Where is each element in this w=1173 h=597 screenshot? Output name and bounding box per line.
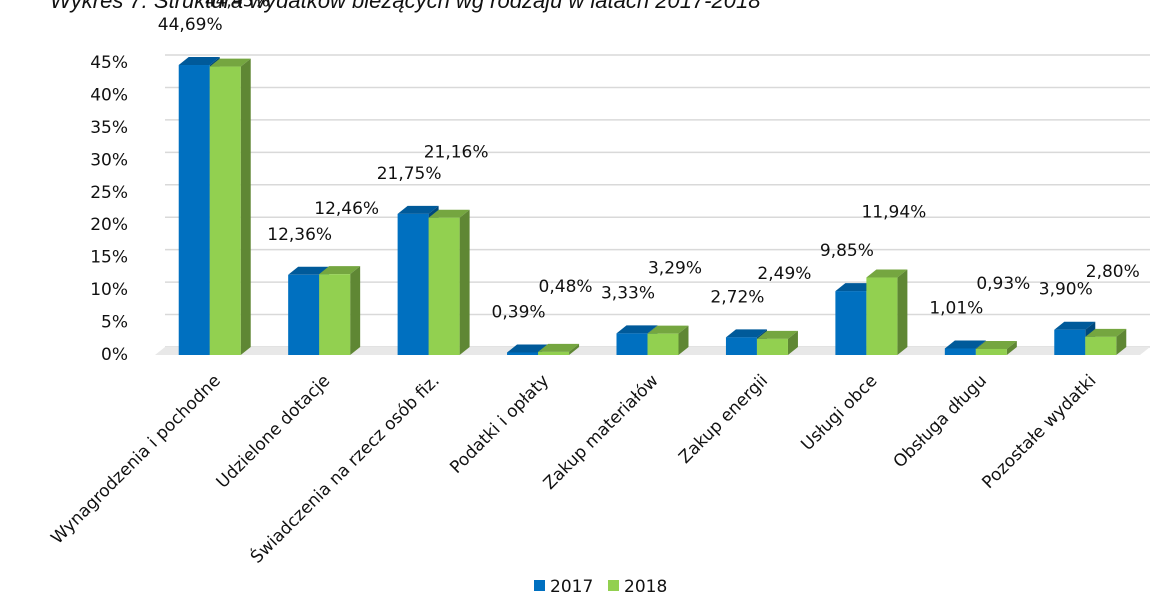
y-tick-label: 25% bbox=[90, 183, 128, 203]
value-label: 0,39% bbox=[492, 302, 546, 322]
bar-top bbox=[866, 269, 908, 278]
bar-top bbox=[647, 325, 689, 334]
bar bbox=[428, 209, 470, 355]
chart-title: Wykres 7. Struktura wydatków bieżących w… bbox=[50, 0, 761, 13]
bar bbox=[209, 58, 251, 356]
y-tick-label: 20% bbox=[90, 215, 128, 235]
value-label: 9,85% bbox=[820, 241, 874, 261]
legend-label: 2017 bbox=[550, 577, 593, 597]
bar-front bbox=[835, 291, 867, 355]
bar-side bbox=[1006, 340, 1017, 355]
x-tick-label: Wynagrodzenia i pochodne bbox=[47, 371, 224, 548]
y-tick-label: 5% bbox=[101, 313, 128, 333]
bar-top bbox=[975, 340, 1017, 349]
x-tick-label: Podatki i opłaty bbox=[446, 371, 553, 478]
value-label: 12,46% bbox=[314, 199, 379, 219]
bar-top bbox=[507, 344, 549, 353]
bar-front bbox=[397, 213, 429, 355]
bar-side bbox=[1116, 328, 1127, 355]
y-tick-label: 35% bbox=[90, 118, 128, 138]
bar-top bbox=[288, 266, 330, 275]
bar-top bbox=[397, 205, 439, 214]
value-label: 3,29% bbox=[648, 259, 702, 279]
x-tick-label: Udzielone dotacje bbox=[213, 371, 335, 493]
bar-top bbox=[178, 57, 220, 66]
value-label: 1,01% bbox=[929, 298, 983, 318]
value-label: 44,45% bbox=[205, 0, 270, 12]
bar bbox=[1085, 328, 1127, 355]
value-label: 21,16% bbox=[424, 143, 489, 163]
bar-front bbox=[756, 338, 788, 355]
bar-top bbox=[1085, 328, 1127, 337]
bar-side bbox=[678, 325, 689, 355]
value-label: 0,48% bbox=[539, 277, 593, 297]
legend-label: 2018 bbox=[624, 577, 667, 597]
bar-front bbox=[538, 351, 570, 355]
bar-front bbox=[507, 352, 539, 355]
x-tick-label: Zakup materiałów bbox=[540, 371, 663, 494]
bar bbox=[866, 269, 908, 355]
bar-top bbox=[616, 325, 658, 334]
bar-front bbox=[428, 217, 460, 355]
bar-side bbox=[459, 209, 470, 355]
bar-top bbox=[428, 209, 470, 218]
bar-front bbox=[1054, 329, 1086, 355]
x-tick-label: Pozostałe wydatki bbox=[978, 371, 1100, 493]
bar-front bbox=[209, 66, 241, 356]
bar-front bbox=[944, 348, 976, 355]
bar bbox=[647, 325, 689, 355]
bar-front bbox=[725, 337, 757, 355]
bar-top bbox=[756, 330, 798, 339]
value-label: 11,94% bbox=[861, 203, 926, 223]
bar-side bbox=[787, 330, 798, 355]
bar-front bbox=[975, 348, 1007, 355]
value-label: 3,90% bbox=[1039, 280, 1093, 300]
value-label: 21,75% bbox=[377, 164, 442, 184]
bar bbox=[538, 343, 580, 355]
value-label: 44,69% bbox=[158, 15, 223, 35]
bar-top bbox=[319, 266, 361, 275]
bar bbox=[756, 330, 798, 355]
bar-side bbox=[569, 343, 580, 355]
bar-front bbox=[616, 333, 648, 355]
y-tick-label: 45% bbox=[90, 53, 128, 73]
bar-front bbox=[288, 274, 320, 355]
value-label: 0,93% bbox=[976, 274, 1030, 294]
y-tick-label: 15% bbox=[90, 248, 128, 268]
bar-top bbox=[209, 58, 251, 67]
bar-side bbox=[350, 266, 361, 355]
x-tick-label: Obsługa długu bbox=[890, 371, 991, 472]
value-label: 2,49% bbox=[757, 264, 811, 284]
x-tick-label: Zakup energii bbox=[675, 371, 772, 468]
bar-top bbox=[538, 343, 580, 352]
bar-top bbox=[944, 340, 986, 349]
bar bbox=[319, 266, 361, 355]
bar-top bbox=[1054, 321, 1096, 330]
bar-front bbox=[319, 274, 351, 355]
value-label: 2,80% bbox=[1086, 262, 1140, 282]
bar-front bbox=[647, 333, 679, 355]
bar-front bbox=[1085, 336, 1117, 355]
bar-side bbox=[240, 58, 251, 356]
bar bbox=[1054, 321, 1096, 355]
bar-side bbox=[897, 269, 908, 355]
bar-top bbox=[835, 283, 877, 292]
bar-top bbox=[725, 329, 767, 338]
value-label: 3,33% bbox=[601, 283, 655, 303]
bar-front bbox=[866, 277, 898, 355]
y-tick-label: 40% bbox=[90, 85, 128, 105]
bar-front bbox=[178, 65, 210, 355]
y-tick-label: 30% bbox=[90, 150, 128, 170]
bar bbox=[975, 340, 1017, 355]
value-label: 12,36% bbox=[267, 225, 332, 245]
y-tick-label: 0% bbox=[101, 345, 128, 365]
value-label: 2,72% bbox=[710, 287, 764, 307]
x-tick-label: Usługi obce bbox=[797, 371, 881, 455]
y-tick-label: 10% bbox=[90, 280, 128, 300]
x-tick-label: Świadczenia na rzecz osób fiz. bbox=[246, 370, 444, 568]
legend-swatch bbox=[534, 580, 545, 591]
legend-swatch bbox=[608, 580, 619, 591]
